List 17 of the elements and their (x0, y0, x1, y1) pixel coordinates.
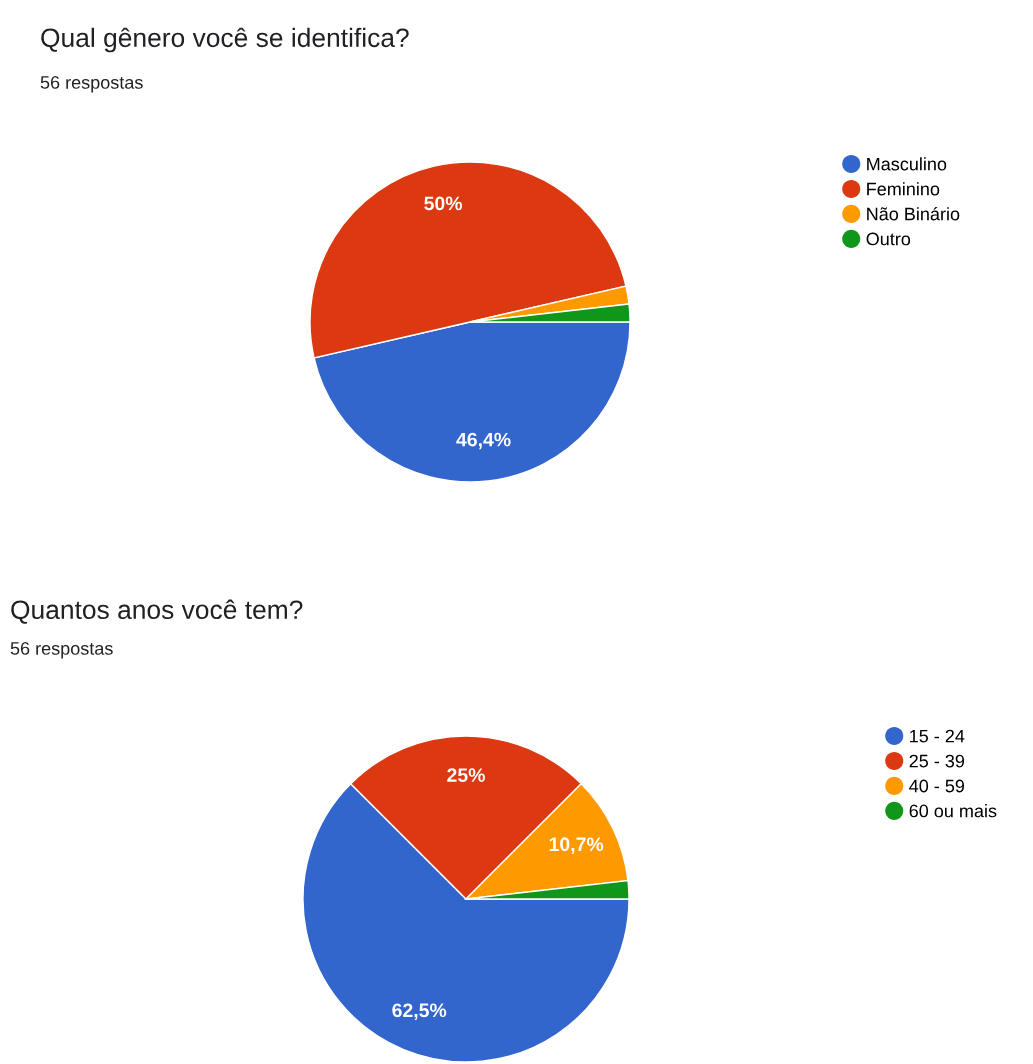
data-label: 46,4% (456, 432, 511, 450)
data-label: 62,5% (392, 1003, 447, 1020)
legend-label: Feminino (867, 182, 940, 196)
text: 56 respostas (10, 642, 113, 659)
text: 56 respostas (40, 76, 143, 93)
legend-label: 25 - 39 (909, 754, 965, 768)
data-label: 10,7% (549, 837, 604, 854)
data-label: 50% (424, 196, 463, 211)
legend-label: 15 - 24 (910, 729, 965, 743)
chart-title: Qual gênero você se identifica? (41, 27, 409, 53)
legend-label: Masculino (867, 157, 947, 171)
data-label: 25% (447, 768, 485, 782)
chart-title: Quantos anos você tem? (11, 599, 303, 624)
legend-label: Não Binário (867, 206, 960, 221)
legend-label: 40 - 59 (909, 779, 965, 793)
legend-label: Outro (866, 232, 911, 246)
legend-label: 60 ou mais (909, 804, 997, 818)
